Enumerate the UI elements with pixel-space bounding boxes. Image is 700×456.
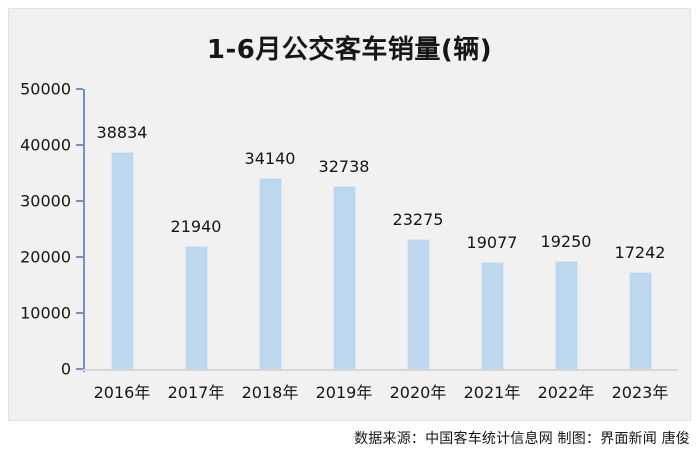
bar-value-label: 17242 bbox=[614, 243, 666, 263]
y-tick-mark bbox=[76, 368, 83, 370]
y-tick-label: 40000 bbox=[20, 135, 71, 155]
y-tick-label: 20000 bbox=[20, 247, 71, 267]
bar-value-label: 23275 bbox=[392, 209, 444, 229]
x-tick-label: 2023年 bbox=[611, 383, 669, 402]
y-tick-label: 0 bbox=[60, 359, 71, 379]
y-tick-mark bbox=[76, 312, 83, 314]
bar-2019年 bbox=[332, 185, 356, 369]
chart-title: 1-6月公交客车销量(辆) bbox=[206, 35, 493, 65]
bar-value-label: 32738 bbox=[318, 156, 370, 176]
x-tick-label: 2016年 bbox=[93, 383, 151, 402]
y-tick-mark bbox=[76, 144, 83, 146]
bar-2016年 bbox=[110, 151, 134, 369]
bar-value-label: 19077 bbox=[466, 233, 518, 253]
y-tick-mark bbox=[76, 256, 83, 258]
bar-2023年 bbox=[628, 272, 652, 369]
bar-2022年 bbox=[554, 261, 578, 369]
x-tick-label: 2017年 bbox=[167, 383, 225, 402]
y-tick-label: 10000 bbox=[20, 303, 71, 323]
bar-value-label: 21940 bbox=[170, 217, 222, 237]
chart-panel: 1-6月公交客车销量(辆) 0 10000 20000 30000 40000 50000… bbox=[8, 8, 691, 421]
x-tick-label: 2022年 bbox=[537, 383, 595, 402]
bar-2017年 bbox=[184, 246, 208, 369]
x-tick-label: 2021年 bbox=[463, 383, 521, 402]
bar-2021年 bbox=[480, 262, 504, 369]
y-tick-label: 50000 bbox=[20, 79, 71, 99]
y-tick-label: 30000 bbox=[20, 191, 71, 211]
plot-area: 0 10000 20000 30000 40000 50000 38834 21940 341… bbox=[20, 80, 678, 402]
source-credit: 数据来源：中国客车统计信息网 制图：界面新闻 唐俊 bbox=[354, 431, 690, 447]
x-tick-label: 2019年 bbox=[315, 383, 373, 402]
bar-value-label: 38834 bbox=[96, 122, 148, 142]
x-tick-label: 2020年 bbox=[389, 383, 447, 402]
bar-2020年 bbox=[406, 238, 430, 369]
x-tick-label: 2018年 bbox=[241, 383, 299, 402]
y-axis-line bbox=[83, 89, 85, 372]
bar-value-label: 19250 bbox=[540, 232, 592, 252]
bar-value-label: 34140 bbox=[244, 148, 296, 168]
y-tick-mark bbox=[76, 200, 83, 202]
bar-2018年 bbox=[258, 177, 282, 369]
y-tick-mark bbox=[76, 88, 83, 90]
x-axis-line bbox=[83, 369, 678, 371]
